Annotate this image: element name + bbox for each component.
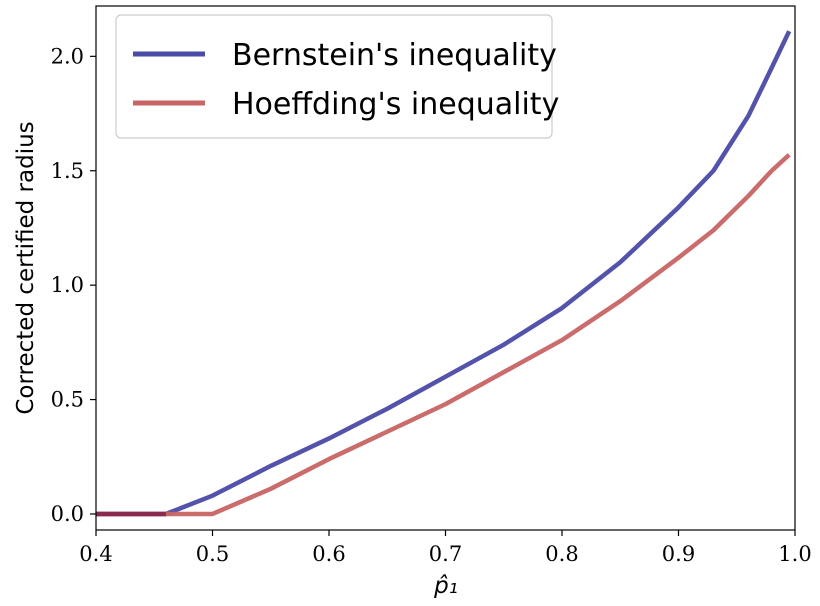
x-tick-label-4: 0.8 <box>545 542 578 566</box>
legend-label-hoeffding: Hoeffding's inequality <box>232 87 559 122</box>
x-tick-label-2: 0.6 <box>312 542 345 566</box>
legend-box <box>115 14 553 139</box>
y-tick-label-1: 0.5 <box>51 388 84 412</box>
plot-area <box>96 30 792 517</box>
x-tick-label-6: 1.0 <box>778 542 811 566</box>
x-tick-label-1: 0.5 <box>196 542 229 566</box>
axis-ticks: 0.4 0.5 0.6 0.7 0.8 0.9 1.0 0.0 0.5 1.0 1.5 2.0 <box>51 44 812 566</box>
x-axis-label: p̂₁ <box>433 573 458 599</box>
series-line-1 <box>96 153 791 517</box>
x-tick-label-3: 0.7 <box>429 542 462 566</box>
y-tick-label-3: 1.5 <box>51 159 84 183</box>
y-tick-label-0: 0.0 <box>51 502 84 526</box>
y-tick-label-4: 2.0 <box>51 44 84 68</box>
x-tick-label-5: 0.9 <box>662 542 695 566</box>
series-line-0 <box>96 30 792 517</box>
legend-label-bernstein: Bernstein's inequality <box>232 38 557 73</box>
x-tick-label-0: 0.4 <box>79 542 112 566</box>
legend: Bernstein's inequality Hoeffding's inequ… <box>115 14 559 139</box>
y-tick-label-2: 1.0 <box>51 273 84 297</box>
y-axis-label: Corrected certified radius <box>13 121 39 414</box>
